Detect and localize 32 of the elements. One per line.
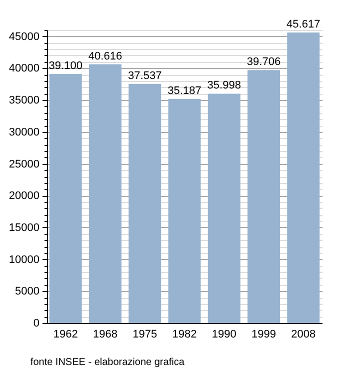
y-tick-label: 0 [33,318,40,330]
y-tick-label: 5000 [15,286,40,298]
y-tick-label: 10000 [8,254,40,266]
x-tick-label: 1999 [252,328,276,340]
bar [128,84,162,323]
x-tick-label: 1968 [93,328,118,340]
data-label: 40.616 [88,50,122,62]
y-tick-label: 40000 [8,62,40,75]
bar [89,64,122,323]
data-label: 35.998 [207,80,241,92]
data-label: 45.617 [286,18,320,30]
y-tick-label: 20000 [8,190,40,202]
source-note: fonte INSEE - elaborazione grafica [30,357,185,368]
x-tick-label: 2008 [291,328,316,340]
y-tick-label: 15000 [8,222,40,234]
y-tick-label: 35000 [8,94,40,107]
x-tick-label: 1962 [53,328,78,340]
x-tick-label: 1990 [212,328,236,340]
data-label: 37.537 [128,70,162,82]
data-label: 39.100 [48,60,82,72]
data-label: 39.706 [246,56,281,68]
bar [49,74,82,323]
bar [248,70,280,323]
y-tick-label: 30000 [8,126,40,138]
bar [168,98,201,323]
bar [208,94,240,323]
data-label: 35.187 [168,84,202,97]
x-tick-label: 1975 [132,328,158,340]
y-tick-label: 25000 [8,158,40,170]
bar [287,32,320,323]
y-tick-label: 45000 [8,30,40,43]
x-tick-label: 1982 [172,328,197,340]
